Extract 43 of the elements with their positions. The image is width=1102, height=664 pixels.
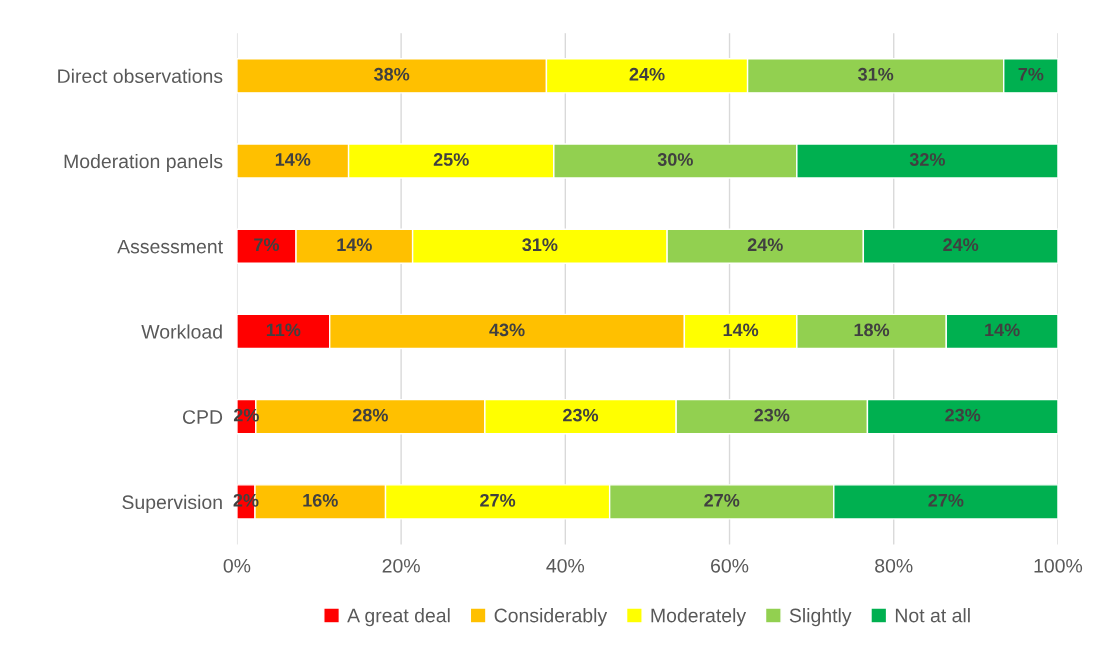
data-label: 23%	[945, 408, 981, 422]
data-label: 14%	[723, 323, 759, 337]
data-label: 11%	[266, 323, 301, 337]
x-tick-label: 100%	[1034, 558, 1083, 573]
data-label: 27%	[928, 493, 964, 507]
x-tick-label: 20%	[382, 558, 420, 573]
legend-label: A great deal	[347, 608, 450, 627]
data-label: 16%	[303, 493, 338, 507]
data-label: 43%	[489, 323, 525, 337]
data-label: 31%	[858, 67, 894, 81]
y-tick-label: Direct observations	[58, 68, 223, 84]
data-label: 14%	[275, 153, 311, 166]
y-tick-label: CPD	[182, 410, 223, 424]
x-tick-label: 80%	[875, 558, 913, 573]
x-tick-label: 60%	[711, 558, 749, 573]
y-tick-label: Assessment	[117, 239, 223, 254]
data-label: 23%	[563, 408, 599, 422]
y-tick-label: Moderation panels	[64, 153, 223, 173]
legend-label: Not at all	[895, 608, 970, 623]
data-label: 28%	[352, 408, 388, 422]
data-label: 27%	[480, 493, 516, 507]
data-label: 23%	[754, 408, 790, 422]
data-label: 24%	[943, 238, 979, 252]
data-label: 18%	[854, 323, 890, 337]
data-label: 27%	[704, 493, 740, 507]
x-tick-label: 40%	[546, 558, 585, 573]
data-label: 38%	[374, 67, 410, 81]
data-label: 30%	[657, 153, 693, 166]
data-label: 25%	[433, 153, 469, 166]
data-label: 7%	[1018, 67, 1044, 81]
data-label: 24%	[629, 67, 665, 81]
data-label: 14%	[337, 238, 372, 252]
data-label: 32%	[909, 153, 945, 166]
x-tick-label: 0%	[223, 558, 251, 573]
y-tick-label: Supervision	[122, 494, 222, 513]
data-label: 31%	[522, 238, 558, 252]
legend-label: Considerably	[494, 608, 608, 627]
legend-label: Moderately	[651, 608, 747, 627]
data-label: 14%	[985, 323, 1020, 337]
data-label: 24%	[747, 238, 783, 252]
y-tick-label: Workload	[141, 324, 222, 339]
legend-label: Slightly	[789, 608, 852, 627]
data-label: 7%	[254, 238, 280, 252]
